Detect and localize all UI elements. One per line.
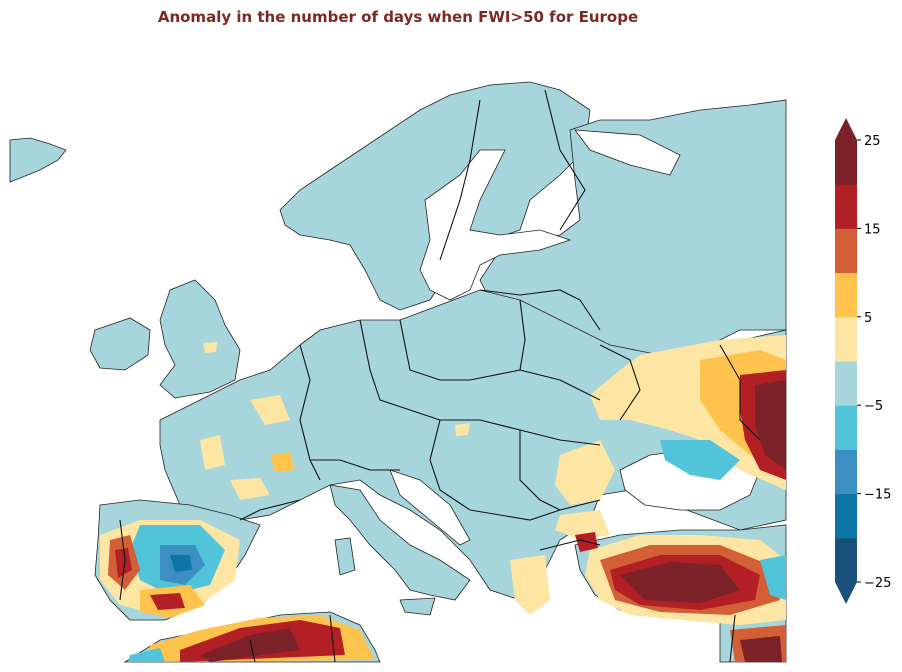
patch-africa-blue (128, 648, 165, 662)
patch-france-yellow-2 (200, 435, 225, 470)
land-italy (329, 484, 471, 601)
colorbar-tick-label: −5 (864, 399, 883, 414)
colorbar-tick-label: 25 (864, 134, 881, 149)
patch-crimea-blue (660, 440, 740, 480)
colorbar-tick-label: 5 (864, 311, 872, 326)
patch-east-darkred (755, 380, 786, 470)
patch-bulgaria-yellow (555, 510, 610, 540)
colorbar-block (835, 449, 857, 495)
patch-iberia-darkred-west (115, 548, 132, 578)
patch-mideast-darkred (740, 636, 782, 662)
patch-hungary-yellow (455, 423, 470, 436)
white-sea (574, 129, 681, 176)
colorbar-tick-label: 15 (864, 222, 881, 237)
patch-iberia-south-red (150, 593, 185, 610)
colorbar-blocks (835, 140, 857, 583)
patch-greece-yellow (510, 555, 550, 615)
colorbar-block (835, 493, 857, 539)
colorbar-block (835, 405, 857, 450)
land-ireland (89, 317, 151, 371)
patch-turkey-darkred (620, 562, 740, 603)
colorbar-block (835, 316, 857, 362)
colorbar-under-arrow (835, 582, 857, 604)
patch-iberia-darkblue (170, 555, 192, 572)
patch-france-yellow-1 (250, 395, 290, 425)
seas (389, 129, 761, 546)
adriatic-sea (389, 469, 471, 546)
colorbar-block (835, 361, 857, 406)
colorbar-over-arrow (835, 118, 857, 140)
anomaly-patches (100, 335, 786, 662)
baltic-sea (419, 149, 572, 301)
colorbar-block (835, 228, 857, 274)
land-iceland (9, 137, 67, 183)
country-borders (119, 89, 761, 663)
colorbar-block (835, 184, 857, 229)
patch-france-orange (270, 452, 295, 472)
colorbar-tick-label: −15 (864, 488, 891, 503)
colorbar-block (835, 272, 857, 318)
patch-africa-darkred (200, 628, 300, 662)
colorbar-block (835, 537, 857, 583)
patch-romania-yellow (555, 440, 615, 505)
map-title: Anomaly in the number of days when FWI>5… (157, 8, 639, 26)
colorbar-tick-label: −25 (864, 576, 891, 591)
patch-turkey-blue (760, 555, 786, 600)
patch-france-yellow-3 (230, 478, 270, 500)
land-sardinia (334, 537, 356, 576)
patch-uk-yellow (203, 342, 217, 353)
colorbar-ticks: 25 15 5 −5 −15 −25 (857, 134, 891, 591)
colorbar-block (835, 140, 857, 185)
land-great-britain (159, 279, 241, 399)
land-sicily (399, 597, 436, 616)
